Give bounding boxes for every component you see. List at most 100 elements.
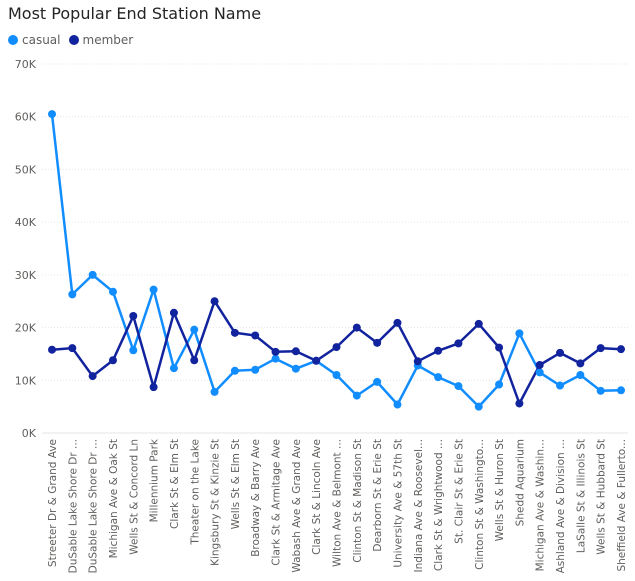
data-point-casual xyxy=(576,371,585,380)
x-tick-label: Kingsbury St & Kinzie St xyxy=(210,439,222,566)
x-tick-label: Wabash Ave & Grand Ave xyxy=(291,439,303,573)
data-point-casual xyxy=(190,325,199,334)
data-point-member xyxy=(210,297,219,306)
x-tick-label: LaSalle St & Illinois St xyxy=(575,439,587,553)
data-point-member xyxy=(474,319,483,328)
data-point-member xyxy=(617,345,625,354)
data-point-member xyxy=(515,399,524,408)
data-point-member xyxy=(251,331,260,340)
data-point-member xyxy=(454,339,463,348)
data-point-casual xyxy=(515,329,524,338)
legend-marker-casual xyxy=(8,35,18,45)
data-point-casual xyxy=(434,373,443,382)
data-point-casual xyxy=(88,270,97,279)
x-tick-label: University Ave & 57th St xyxy=(392,439,404,568)
data-point-member xyxy=(495,343,504,352)
y-tick-label: 20K xyxy=(15,322,37,335)
data-point-casual xyxy=(373,377,382,386)
x-tick-label: Michigan Ave & Washin... xyxy=(535,439,547,571)
data-point-member xyxy=(535,360,544,369)
legend-marker-member xyxy=(68,35,79,45)
data-point-member xyxy=(373,338,382,347)
legend-label-member: member xyxy=(82,33,134,47)
y-tick-label: 40K xyxy=(15,216,37,229)
x-tick-label: Millennium Park xyxy=(149,438,161,522)
legend-item-member[interactable]: member xyxy=(68,33,134,47)
data-point-member xyxy=(169,308,178,317)
x-tick-label: Wilton Ave & Belmont ... xyxy=(332,439,344,567)
x-tick-label: Clinton St & Madison St xyxy=(352,439,364,563)
x-tick-label: Clark St & Elm St xyxy=(169,439,181,529)
chart-title: Most Popular End Station Name xyxy=(8,4,262,23)
x-tick-label: Ashland Ave & Division ... xyxy=(555,439,567,573)
x-tick-label: Clinton St & Washingto... xyxy=(474,439,486,570)
y-tick-label: 70K xyxy=(15,58,37,71)
y-tick-label: 10K xyxy=(15,374,37,387)
data-point-casual xyxy=(48,110,56,119)
data-point-casual xyxy=(271,354,280,363)
data-point-casual xyxy=(454,382,463,391)
data-point-member xyxy=(434,346,443,355)
data-point-casual xyxy=(332,371,341,380)
data-point-casual xyxy=(251,365,260,374)
data-point-casual xyxy=(393,400,402,409)
data-point-member xyxy=(271,347,280,356)
data-point-member xyxy=(596,344,605,353)
data-point-casual xyxy=(230,366,239,375)
data-point-casual xyxy=(291,364,300,373)
data-point-member xyxy=(230,328,239,337)
data-point-member xyxy=(576,359,585,368)
data-point-member xyxy=(88,372,97,381)
data-point-casual xyxy=(108,287,117,296)
legend: casual member xyxy=(8,33,141,47)
x-tick-label: Clark St & Lincoln Ave xyxy=(311,439,323,555)
x-tick-label: DuSable Lake Shore Dr ... xyxy=(67,439,79,573)
data-point-member xyxy=(291,347,300,356)
data-point-casual xyxy=(352,391,361,400)
data-point-casual xyxy=(495,380,504,389)
data-point-member xyxy=(352,323,361,332)
x-tick-label: St. Clair St & Erie St xyxy=(453,439,465,544)
y-tick-label: 30K xyxy=(15,269,37,282)
x-tick-label: DuSable Lake Shore Dr ... xyxy=(88,439,100,573)
data-point-member xyxy=(556,348,565,357)
x-tick-label: Theater on the Lake xyxy=(189,439,201,546)
data-point-casual xyxy=(210,387,219,396)
legend-label-casual: casual xyxy=(22,33,61,47)
data-point-member xyxy=(393,318,402,327)
x-tick-label: Wells St & Elm St xyxy=(230,439,242,529)
data-point-member xyxy=(149,383,158,392)
data-point-casual xyxy=(474,402,483,411)
data-point-member xyxy=(413,357,422,366)
x-tick-label: Broadway & Barry Ave xyxy=(250,439,262,557)
y-tick-label: 60K xyxy=(15,111,37,124)
x-tick-label: Wells St & Hubbard St xyxy=(596,439,608,555)
y-tick-label: 0K xyxy=(22,427,37,440)
data-point-member xyxy=(190,356,199,365)
x-tick-label: Indiana Ave & Roosevel... xyxy=(413,439,425,573)
series-line-casual xyxy=(50,113,622,408)
x-tick-label: Wells St & Huron St xyxy=(494,439,506,541)
x-tick-label: Streeter Dr & Grand Ave xyxy=(47,439,59,567)
data-point-member xyxy=(312,356,321,365)
data-point-casual xyxy=(617,386,625,395)
x-tick-label: Wells St & Concord Ln xyxy=(128,439,140,555)
data-point-member xyxy=(108,356,117,365)
data-point-member xyxy=(332,343,341,352)
data-point-casual xyxy=(149,285,158,294)
data-point-casual xyxy=(129,346,138,355)
data-point-casual xyxy=(68,290,77,299)
x-tick-label: Michigan Ave & Oak St xyxy=(108,439,120,558)
data-point-member xyxy=(48,345,56,354)
data-point-casual xyxy=(535,368,544,377)
data-point-member xyxy=(68,344,77,353)
x-tick-label: Shedd Aquarium xyxy=(514,439,526,526)
data-point-casual xyxy=(169,364,178,373)
x-tick-label: Clark St & Armitage Ave xyxy=(271,439,283,566)
data-point-member xyxy=(129,311,138,320)
legend-item-casual[interactable]: casual xyxy=(8,33,61,47)
data-point-casual xyxy=(556,381,565,390)
data-point-casual xyxy=(596,386,605,395)
x-tick-label: Clark St & Wrightwood ... xyxy=(433,439,445,571)
